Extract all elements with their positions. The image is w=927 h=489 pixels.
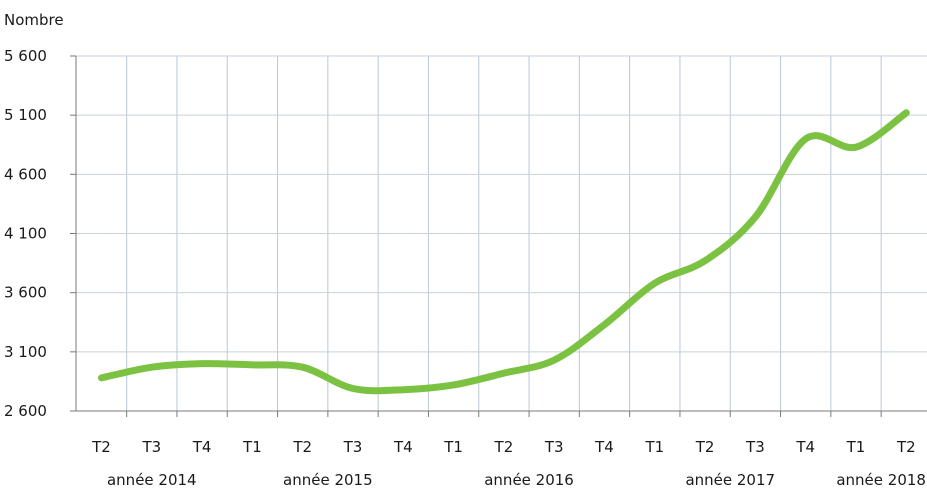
y-tick-labels: 2 600 3 100 3 600 4 100 4 600 5 100 5 600 <box>4 47 47 420</box>
axes <box>70 55 927 417</box>
x-tick-label: T3 <box>544 438 564 456</box>
y-tick-label: 5 100 <box>4 106 47 124</box>
y-axis-title: Nombre <box>4 11 64 29</box>
x-tick-label: T2 <box>494 438 514 456</box>
y-tick-label: 5 600 <box>4 47 47 65</box>
y-tick-label: 2 600 <box>4 402 47 420</box>
year-label: année 2014 <box>107 471 197 489</box>
y-tick-label: 3 100 <box>4 343 47 361</box>
x-tick-label: T4 <box>594 438 614 456</box>
year-group-labels: année 2014 année 2015 année 2016 année 2017… <box>107 471 926 489</box>
x-tick-label: T3 <box>343 438 363 456</box>
year-label: année 2018 <box>836 471 926 489</box>
series-line <box>98 109 910 395</box>
series-layer <box>98 109 910 395</box>
x-tick-label: T2 <box>91 438 111 456</box>
x-tick-label: T4 <box>795 438 815 456</box>
x-tick-label: T1 <box>846 438 866 456</box>
y-tick-label: 4 100 <box>4 225 47 243</box>
y-tick-label: 4 600 <box>4 165 47 183</box>
x-tick-label: T1 <box>443 438 463 456</box>
x-tick-label: T2 <box>695 438 715 456</box>
x-tick-label: T2 <box>896 438 916 456</box>
horizontal-gridlines <box>76 55 927 353</box>
x-tick-label: T4 <box>393 438 413 456</box>
x-tick-label: T4 <box>192 438 212 456</box>
year-label: année 2015 <box>283 471 373 489</box>
x-tick-label: T1 <box>242 438 262 456</box>
x-tick-label: T2 <box>292 438 312 456</box>
x-tick-label: T3 <box>141 438 161 456</box>
x-tick-labels: T2 T3 T4 T1 T2 T3 T4 T1 T2 T3 T4 T1 T2 T3 T4 T1 T2 <box>91 438 916 456</box>
year-label: année 2017 <box>685 471 775 489</box>
x-tick-label: T3 <box>745 438 765 456</box>
year-label: année 2016 <box>484 471 574 489</box>
x-tick-label: T1 <box>644 438 664 456</box>
y-tick-label: 3 600 <box>4 284 47 302</box>
